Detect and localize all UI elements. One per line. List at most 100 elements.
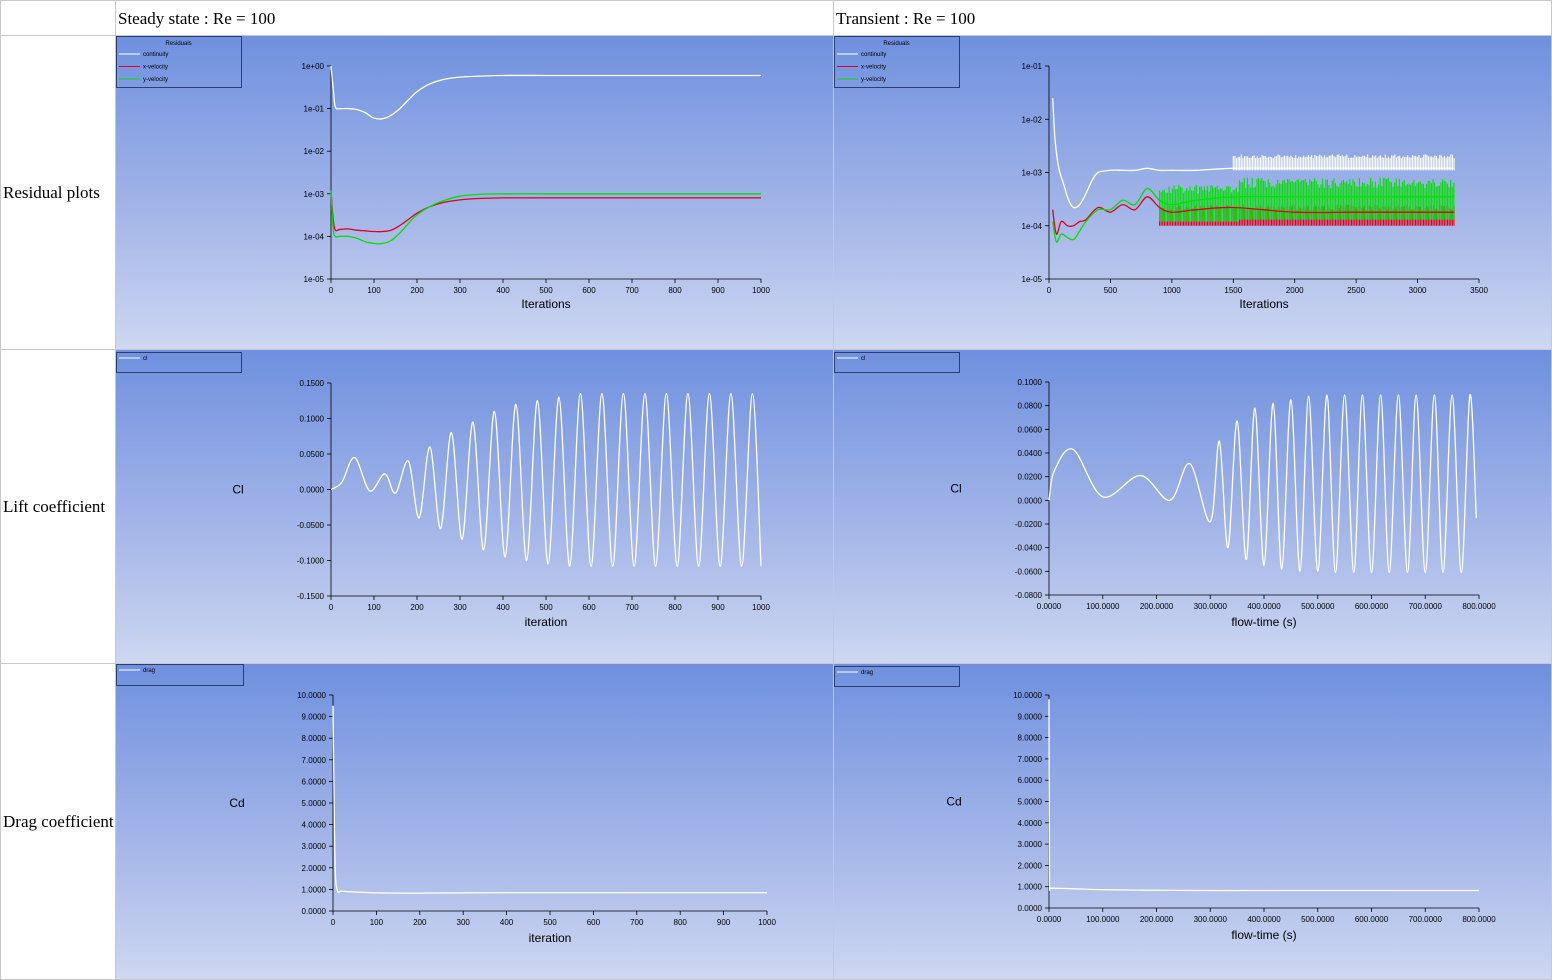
y-tick-label: 6.0000 (1018, 776, 1043, 785)
x-tick-label: 600.0000 (1355, 602, 1389, 611)
x-tick-label: 100 (370, 918, 384, 927)
x-tick-label: 400 (500, 918, 514, 927)
x-tick-label: 400 (496, 603, 510, 612)
row-label-lift-coefficient: Lift coefficient (0, 349, 116, 664)
y-velocity-oscillation-band (1159, 184, 1239, 222)
y-axis-label: Cl (950, 482, 961, 496)
y-tick-label: 9.0000 (302, 713, 327, 722)
x-axis-label: iteration (525, 615, 568, 629)
y-tick-label: 10.0000 (297, 691, 326, 700)
x-tick-label: 0 (329, 286, 334, 295)
legend-box (116, 36, 242, 88)
steady-residuals-plot: 1e-05 1e-04 1e-03 1e-02 1e-01 1e+00 0 100 200 300… (115, 35, 834, 350)
x-tick-label: 0 (1047, 286, 1052, 295)
x-tick-label: 300.0000 (1194, 602, 1228, 611)
x-velocity-series-line (1052, 196, 1455, 235)
x-tick-label: 200 (410, 603, 424, 612)
y-tick-label: 0.0200 (1018, 473, 1043, 482)
x-tick-label: 200 (410, 286, 424, 295)
y-tick-label: 0.1000 (300, 415, 325, 424)
x-tick-label: 0 (331, 918, 336, 927)
x-tick-label: 800.0000 (1462, 602, 1496, 611)
y-tick-label: 1e-03 (1022, 169, 1043, 178)
x-tick-label: 200.0000 (1140, 915, 1174, 924)
x-tick-label: 1500 (1224, 286, 1242, 295)
x-tick-label: 400.0000 (1247, 602, 1281, 611)
x-axis-label: Iterations (521, 297, 570, 311)
x-tick-label: 700 (625, 286, 639, 295)
steady-lift-plot: -0.1500 -0.1000 -0.0500 0.0000 0.0500 0.1000 0… (115, 349, 834, 664)
header-transient: Transient : Re = 100 (833, 0, 1552, 36)
y-tick-label: 1.0000 (1018, 883, 1043, 892)
x-tick-label: 700 (630, 918, 644, 927)
legend-box (834, 666, 960, 687)
transient-residuals-svg: 1e-05 1e-04 1e-03 1e-02 1e-01 0 500 1000 1500 200… (834, 36, 1488, 311)
x-tick-label: 100.0000 (1086, 915, 1120, 924)
x-axis-label: Iterations (1239, 297, 1288, 311)
transient-residuals-plot: 1e-05 1e-04 1e-03 1e-02 1e-01 0 500 1000 1500 200… (833, 35, 1552, 350)
y-tick-label: 8.0000 (1018, 734, 1043, 743)
y-tick-label: 1e-03 (304, 190, 325, 199)
y-tick-label: 0.0000 (1018, 496, 1043, 505)
x-tick-label: 0.0000 (1037, 915, 1062, 924)
x-axis-label: flow-time (s) (1231, 928, 1296, 942)
legend: cl (116, 352, 242, 373)
drag-legend-label: drag (143, 668, 155, 674)
x-tick-label: 800.0000 (1462, 915, 1496, 924)
y-tick-label: 10.0000 (1013, 691, 1042, 700)
y-tick-label: 1e-05 (304, 275, 325, 284)
y-tick-label: 1e-04 (304, 232, 325, 241)
transient-drag-plot: 0.0000 1.0000 2.0000 3.0000 4.0000 5.0000 6.00… (833, 663, 1552, 980)
continuity-series-line (330, 65, 761, 120)
cl-legend-label: cl (861, 356, 865, 362)
x-tick-label: 600 (587, 918, 601, 927)
x-tick-label: 3500 (1470, 286, 1488, 295)
x-tick-label: 2500 (1347, 286, 1365, 295)
header-steady-state: Steady state : Re = 100 (115, 0, 834, 36)
x-tick-label: 0.0000 (1037, 602, 1062, 611)
steady-residuals-svg: 1e-05 1e-04 1e-03 1e-02 1e-01 1e+00 0 100 200 300… (116, 36, 770, 311)
y-velocity-series-line (1052, 187, 1455, 243)
x-tick-label: 700 (625, 603, 639, 612)
x-tick-label: 500.0000 (1301, 915, 1335, 924)
y-tick-label: 0.1000 (1018, 378, 1043, 387)
y-tick-label: 0.0000 (300, 486, 325, 495)
transient-lift-svg: -0.0800 -0.0600 -0.0400 -0.0200 0.0000 0.0200… (834, 352, 1496, 629)
legend-title: Residuals (165, 41, 191, 47)
x-tick-label: 600 (582, 286, 596, 295)
row-label-residual-plots: Residual plots (0, 35, 116, 350)
y-axis-label: Cd (946, 795, 961, 809)
y-tick-label: -0.1500 (297, 592, 325, 601)
y-tick-label: -0.0800 (1015, 591, 1043, 600)
continuity-legend-label: continuity (143, 52, 168, 58)
x-velocity-series-line (330, 190, 761, 233)
x-tick-label: 700.0000 (1409, 602, 1443, 611)
y-tick-label: -0.0400 (1015, 544, 1043, 553)
continuity-legend-label: continuity (861, 52, 886, 58)
y-tick-label: 5.0000 (1018, 798, 1043, 807)
x-velocity-legend-label: x-velocity (143, 65, 168, 71)
y-velocity-oscillation-band (1238, 177, 1455, 220)
x-tick-label: 900 (717, 918, 731, 927)
x-tick-label: 500 (1104, 286, 1118, 295)
y-tick-label: 0.0500 (300, 450, 325, 459)
x-tick-label: 900 (711, 603, 725, 612)
x-tick-label: 300.0000 (1194, 915, 1228, 924)
legend: drag (116, 664, 244, 686)
x-tick-label: 300 (453, 603, 467, 612)
x-tick-label: 100 (367, 603, 381, 612)
legend: Residuals continuity x-velocity y-velocity (834, 36, 960, 88)
x-tick-label: 1000 (758, 918, 776, 927)
x-tick-label: 600 (582, 603, 596, 612)
y-tick-label: 2.0000 (302, 864, 327, 873)
drag-series-line (332, 705, 767, 894)
x-tick-label: 700.0000 (1409, 915, 1443, 924)
legend-box (116, 664, 244, 686)
y-tick-label: 1e+00 (302, 62, 325, 71)
y-tick-label: -0.0200 (1015, 520, 1043, 529)
y-tick-label: 4.0000 (302, 821, 327, 830)
y-tick-label: 6.0000 (302, 777, 327, 786)
x-tick-label: 500 (539, 603, 553, 612)
x-tick-label: 0 (329, 603, 334, 612)
y-tick-label: 1e-02 (1022, 115, 1043, 124)
